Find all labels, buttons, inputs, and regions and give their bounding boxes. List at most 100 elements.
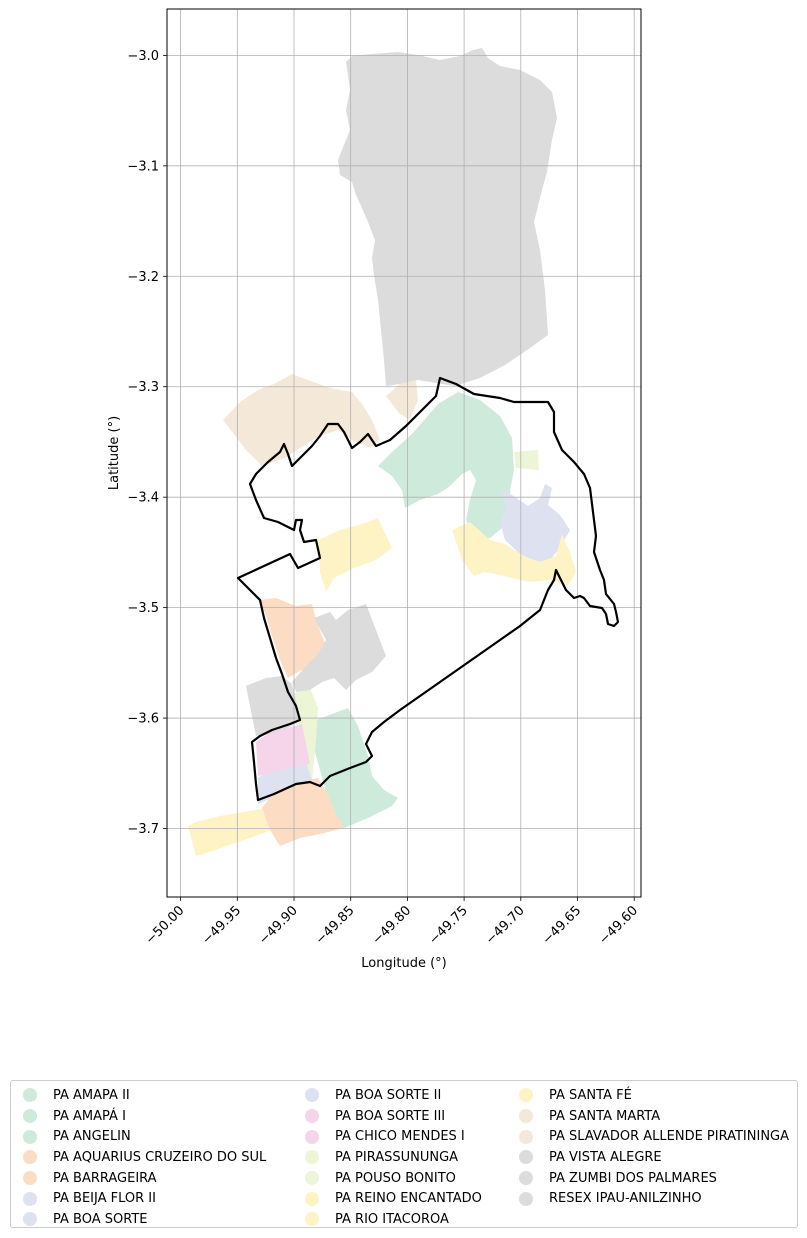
legend-label: PA BOA SORTE III bbox=[335, 1108, 446, 1124]
y-tick-label: −3.0 bbox=[127, 49, 159, 64]
legend-label: PA ZUMBI DOS PALMARES bbox=[549, 1170, 717, 1186]
legend-item: PA SLAVADOR ALLENDE PIRATININGA bbox=[507, 1126, 789, 1147]
grid-lines bbox=[167, 9, 641, 897]
legend-item: PA CHICO MENDES I bbox=[293, 1126, 482, 1147]
legend-label: PA BOA SORTE bbox=[53, 1211, 148, 1227]
legend-swatch bbox=[305, 1191, 319, 1206]
legend-item: PA RIO ITACOROA bbox=[293, 1209, 482, 1230]
legend-label: PA CHICO MENDES I bbox=[335, 1129, 465, 1145]
y-tick-label: −3.6 bbox=[127, 712, 159, 727]
region-pa-pirassununga bbox=[514, 450, 539, 470]
legend-item: PA POUSO BONITO bbox=[293, 1168, 482, 1189]
legend-item: PA AMAPA II bbox=[11, 1085, 266, 1106]
y-tick-label: −3.1 bbox=[127, 159, 159, 174]
legend-item: PA AMAPÁ I bbox=[11, 1106, 266, 1127]
legend-swatch bbox=[305, 1129, 319, 1144]
y-tick-label: −3.5 bbox=[127, 601, 159, 616]
legend-swatch bbox=[23, 1212, 37, 1227]
legend-item: PA ZUMBI DOS PALMARES bbox=[507, 1168, 789, 1189]
legend-column: PA BOA SORTE II PA BOA SORTE III PA CHICO … bbox=[293, 1085, 482, 1230]
legend-label: PA REINO ENCANTADO bbox=[335, 1191, 482, 1207]
region-pa-angelin bbox=[314, 708, 398, 828]
legend-item: PA SANTA MARTA bbox=[507, 1106, 789, 1127]
legend-label: PA SANTA MARTA bbox=[549, 1108, 661, 1124]
legend-item: PA REINO ENCANTADO bbox=[293, 1188, 482, 1209]
study-area-boundary bbox=[236, 376, 620, 802]
map-area bbox=[188, 48, 576, 856]
legend-label: PA VISTA ALEGRE bbox=[549, 1149, 662, 1165]
legend-swatch bbox=[23, 1109, 37, 1124]
x-tick-label: −49.80 bbox=[370, 903, 415, 948]
y-axis-ticks: −3.0 −3.1 −3.2 −3.3 −3.4 −3.5 −3.6 −3.7 bbox=[127, 49, 167, 837]
region-pa-reino-encantado bbox=[318, 518, 392, 592]
x-tick-label: −49.85 bbox=[313, 903, 358, 948]
legend-swatch bbox=[519, 1191, 533, 1206]
x-tick-label: −49.95 bbox=[200, 903, 245, 948]
y-tick-label: −3.3 bbox=[127, 380, 159, 395]
legend-label: PA AQUARIUS CRUZEIRO DO SUL bbox=[53, 1149, 267, 1165]
legend-swatch bbox=[305, 1212, 319, 1227]
legend-swatch bbox=[305, 1088, 319, 1103]
x-tick-label: −49.90 bbox=[256, 903, 301, 948]
legend-swatch bbox=[519, 1129, 533, 1144]
legend: PA AMAPA II PA AMAPÁ I PA ANGELIN PA AQUARI… bbox=[10, 1080, 798, 1228]
region-pa-aquarius bbox=[260, 598, 330, 678]
legend-label: PA ANGELIN bbox=[53, 1129, 131, 1145]
legend-label: PA AMAPA II bbox=[53, 1087, 130, 1103]
region-pa-amapa bbox=[378, 392, 514, 538]
legend-swatch bbox=[519, 1150, 533, 1165]
legend-item: PA BOA SORTE II bbox=[293, 1085, 482, 1106]
legend-swatch bbox=[305, 1109, 319, 1124]
x-axis-label: Longitude (°) bbox=[361, 956, 446, 971]
legend-swatch bbox=[23, 1129, 37, 1144]
legend-label: PA BEIJA FLOR II bbox=[53, 1191, 156, 1207]
legend-label: PA RIO ITACOROA bbox=[335, 1211, 449, 1227]
x-tick-label: −49.75 bbox=[426, 903, 471, 948]
legend-label: PA BARRAGEIRA bbox=[53, 1170, 157, 1186]
region-pa-slavador-allende bbox=[386, 380, 418, 420]
legend-item: PA BEIJA FLOR II bbox=[11, 1188, 266, 1209]
region-pa-beija-flor bbox=[500, 484, 570, 562]
legend-label: PA AMAPÁ I bbox=[53, 1108, 126, 1124]
legend-column: PA SANTA FÉ PA SANTA MARTA PA SLAVADOR ALL… bbox=[507, 1085, 789, 1209]
legend-item: PA PIRASSUNUNGA bbox=[293, 1147, 482, 1168]
legend-label: PA BOA SORTE II bbox=[335, 1087, 442, 1103]
legend-item: RESEX IPAU-ANILZINHO bbox=[507, 1188, 789, 1209]
region-pa-barrageira bbox=[262, 778, 344, 846]
legend-item: PA ANGELIN bbox=[11, 1126, 266, 1147]
legend-swatch bbox=[305, 1171, 319, 1186]
axes-border bbox=[166, 8, 642, 898]
region-pa-rio-itacoroa bbox=[188, 808, 272, 856]
region-pa-vista-alegre bbox=[246, 676, 300, 736]
y-tick-label: −3.7 bbox=[127, 822, 159, 837]
x-tick-label: −49.70 bbox=[483, 903, 528, 948]
region-pa-zumbi-dos-palmares bbox=[292, 604, 386, 692]
legend-swatch bbox=[23, 1171, 37, 1186]
legend-label: PA SANTA FÉ bbox=[549, 1087, 632, 1103]
x-axis-ticks: −50.00 −49.95 −49.90 −49.85 −49.80 −49.75 −49.… bbox=[143, 897, 641, 948]
y-tick-label: −3.2 bbox=[127, 270, 159, 285]
region-resex-ipau-anilzinho bbox=[338, 48, 557, 386]
legend-item: PA VISTA ALEGRE bbox=[507, 1147, 789, 1168]
legend-item: PA BOA SORTE bbox=[11, 1209, 266, 1230]
region-pa-santa-fe bbox=[452, 522, 576, 586]
legend-item: PA BARRAGEIRA bbox=[11, 1168, 266, 1189]
legend-label: PA POUSO BONITO bbox=[335, 1170, 456, 1186]
legend-label: PA PIRASSUNUNGA bbox=[335, 1149, 459, 1165]
legend-swatch bbox=[519, 1171, 533, 1186]
x-tick-label: −49.60 bbox=[596, 903, 641, 948]
legend-label: RESEX IPAU-ANILZINHO bbox=[549, 1191, 702, 1207]
legend-swatch bbox=[305, 1150, 319, 1165]
y-tick-label: −3.4 bbox=[127, 491, 159, 506]
legend-item: PA AQUARIUS CRUZEIRO DO SUL bbox=[11, 1147, 266, 1168]
axes-frame bbox=[166, 8, 642, 898]
legend-swatch bbox=[23, 1191, 37, 1206]
legend-swatch bbox=[519, 1109, 533, 1124]
legend-column: PA AMAPA II PA AMAPÁ I PA ANGELIN PA AQUARI… bbox=[11, 1085, 266, 1230]
region-pa-chico-mendes bbox=[256, 724, 310, 776]
x-tick-label: −50.00 bbox=[143, 903, 188, 948]
legend-swatch bbox=[23, 1150, 37, 1165]
legend-swatch bbox=[23, 1088, 37, 1103]
legend-item: PA SANTA FÉ bbox=[507, 1085, 789, 1106]
